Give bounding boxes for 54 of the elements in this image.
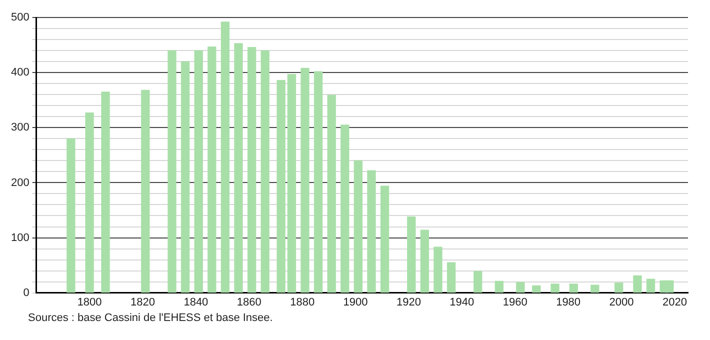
bar <box>234 43 243 293</box>
bar <box>287 74 296 293</box>
bar <box>446 262 456 293</box>
x-tick-label: 1980 <box>556 296 581 308</box>
bar <box>300 68 310 293</box>
source-note: Sources : base Cassini de l'EHESS et base Insee. <box>28 312 274 324</box>
bar <box>276 80 286 293</box>
y-tick-label: 0 <box>23 286 30 299</box>
bar <box>550 284 560 293</box>
bar <box>367 170 376 293</box>
bar <box>340 124 350 293</box>
bar <box>354 160 363 293</box>
bar <box>314 71 323 293</box>
bar <box>208 46 216 293</box>
bar <box>380 186 390 293</box>
bar <box>260 50 270 293</box>
bar <box>85 112 94 293</box>
bar <box>247 46 256 293</box>
bar <box>633 275 642 293</box>
x-tick-label: 1880 <box>290 296 315 308</box>
bar <box>516 282 525 293</box>
bar <box>569 284 578 293</box>
y-tick-label: 500 <box>10 12 30 24</box>
bar <box>194 50 203 293</box>
bar <box>434 246 442 293</box>
bar <box>614 282 624 293</box>
bar <box>474 271 482 293</box>
y-tick-label: 100 <box>10 232 30 244</box>
bar <box>141 90 150 293</box>
bar <box>646 278 656 293</box>
y-tick-label: 300 <box>10 122 30 134</box>
x-tick-label: 1800 <box>77 296 102 308</box>
bar <box>168 50 176 293</box>
y-tick-label: 200 <box>10 176 30 189</box>
bar <box>494 280 504 293</box>
x-tick-label: 1840 <box>184 296 208 308</box>
x-tick-label: 1820 <box>130 296 155 308</box>
bar <box>532 285 541 293</box>
x-tick-label: 1960 <box>502 296 528 308</box>
bar <box>327 94 336 293</box>
x-tick-label: 2020 <box>662 296 687 308</box>
x-tick-label: 1900 <box>343 296 368 308</box>
bar <box>66 138 76 293</box>
x-tick-label: 2000 <box>609 296 634 308</box>
bar <box>407 216 416 293</box>
bar <box>180 61 190 293</box>
x-tick-label: 1860 <box>236 296 262 308</box>
x-tick-label: 1940 <box>450 296 474 308</box>
bar <box>101 92 110 293</box>
y-tick-label: 400 <box>10 66 30 79</box>
bar <box>420 230 430 293</box>
bar <box>590 284 600 293</box>
x-tick-label: 1920 <box>396 296 421 308</box>
bar <box>220 22 230 293</box>
